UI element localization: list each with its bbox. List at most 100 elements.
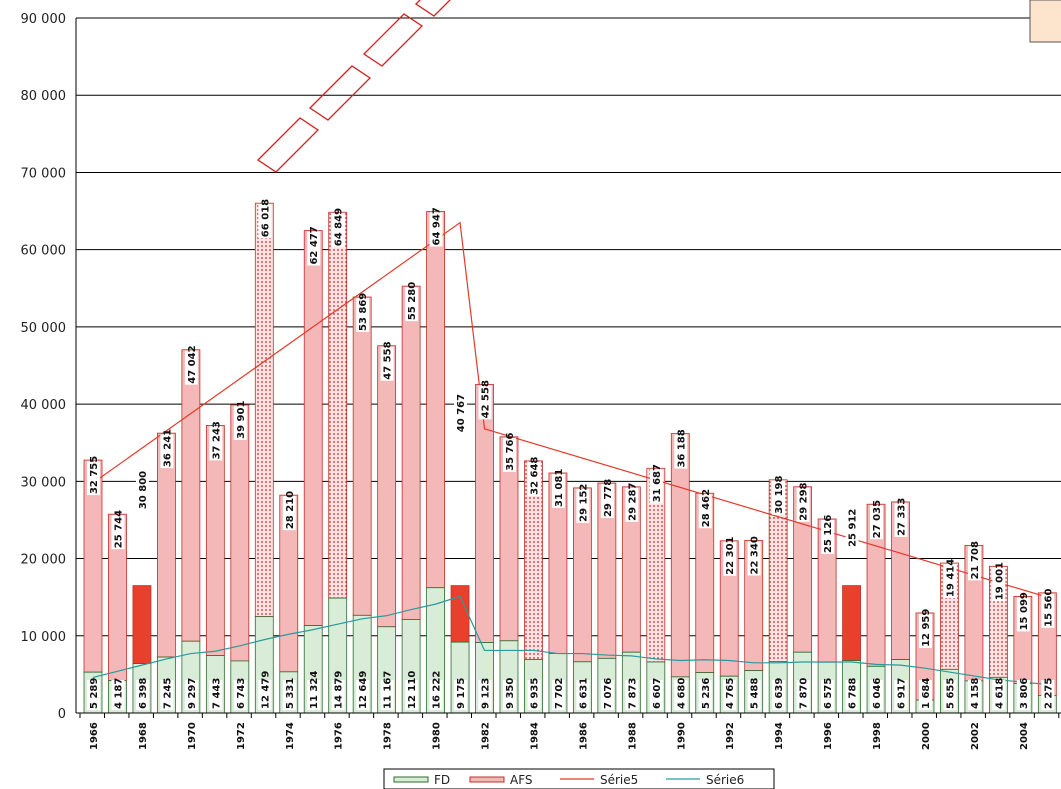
fd-value-text: 12 479 bbox=[260, 671, 271, 709]
x-tick-label: 1998 bbox=[872, 722, 883, 750]
afs-value-text: 27 333 bbox=[897, 498, 908, 536]
label-bg bbox=[992, 680, 1006, 710]
label-bg bbox=[600, 680, 614, 710]
afs-value-label: 47 558 bbox=[380, 341, 394, 381]
label-bg bbox=[233, 680, 247, 710]
afs-value-label: 36 241 bbox=[160, 429, 174, 469]
label-bg bbox=[1041, 680, 1055, 710]
fd-value-label: 5 331 bbox=[282, 678, 296, 710]
label-bg bbox=[307, 231, 321, 266]
label-bg bbox=[184, 680, 198, 710]
y-tick-label: 40 000 bbox=[21, 398, 67, 413]
label-bg bbox=[87, 461, 100, 496]
y-tick-label: 80 000 bbox=[21, 89, 67, 104]
fd-value-label: 12 479 bbox=[258, 671, 272, 710]
afs-value-text: 29 152 bbox=[578, 484, 589, 522]
afs-value-label: 22 340 bbox=[747, 536, 761, 576]
y-tick-label: 70 000 bbox=[21, 166, 67, 181]
label-bg bbox=[772, 680, 786, 710]
afs-value-label: 30 800 bbox=[135, 471, 149, 511]
x-tick-label: 1994 bbox=[774, 722, 785, 750]
serie5-line bbox=[92, 221, 1048, 598]
afs-bar bbox=[426, 211, 445, 589]
fd-value-label: 9 123 bbox=[478, 678, 492, 710]
y-tick-label: 10 000 bbox=[21, 630, 67, 645]
label-bg bbox=[723, 680, 737, 710]
fd-value-text: 5 655 bbox=[945, 678, 956, 709]
label-bg bbox=[821, 680, 835, 710]
y-tick-label: 60 000 bbox=[21, 244, 67, 259]
label-bg bbox=[674, 434, 688, 469]
fd-value-label: 6 575 bbox=[821, 678, 835, 710]
label-bg bbox=[576, 680, 590, 710]
fd-value-label: 6 743 bbox=[233, 678, 247, 710]
legend-label: Série5 bbox=[600, 773, 638, 787]
afs-bar-highlight bbox=[132, 585, 152, 664]
label-bg bbox=[356, 680, 370, 710]
afs-value-text: 19 001 bbox=[994, 562, 1005, 600]
afs-value-label: 42 558 bbox=[478, 380, 492, 420]
afs-bar-highlight bbox=[450, 585, 470, 643]
y-tick-label: 50 000 bbox=[21, 321, 67, 336]
label-bg bbox=[184, 350, 198, 385]
fd-value-text: 5 289 bbox=[89, 678, 100, 709]
fd-value-label: 5 488 bbox=[747, 678, 761, 710]
afs-value-label: 25 744 bbox=[111, 510, 125, 550]
label-bg bbox=[87, 680, 100, 710]
afs-bar bbox=[377, 345, 397, 628]
afs-value-text: 30 198 bbox=[774, 475, 785, 513]
afs-value-label: 47 042 bbox=[184, 345, 198, 385]
label-bg bbox=[1016, 680, 1030, 710]
afs-value-label: 31 081 bbox=[551, 469, 565, 508]
legend-swatch bbox=[393, 776, 429, 783]
label-bg bbox=[111, 680, 125, 710]
afs-value-text: 31 081 bbox=[554, 469, 565, 507]
label-bg bbox=[943, 564, 957, 599]
afs-value-label: 62 477 bbox=[307, 226, 321, 266]
fd-value-text: 6 917 bbox=[897, 678, 908, 709]
afs-value-label: 27 333 bbox=[894, 498, 908, 537]
fd-value-text: 16 222 bbox=[432, 671, 443, 709]
afs-value-text: 25 744 bbox=[113, 510, 124, 548]
label-bg bbox=[160, 680, 174, 710]
afs-value-label: 39 901 bbox=[233, 401, 247, 440]
fd-value-label: 11 167 bbox=[380, 671, 394, 710]
fd-value-text: 9 175 bbox=[456, 678, 467, 709]
afs-value-text: 29 287 bbox=[627, 483, 638, 521]
fd-value-label: 4 680 bbox=[674, 678, 688, 710]
fd-value-text: 7 245 bbox=[162, 678, 173, 709]
afs-value-label: 12 959 bbox=[918, 609, 932, 648]
fd-value-label: 6 631 bbox=[576, 678, 590, 710]
fd-value-text: 7 870 bbox=[799, 678, 810, 709]
afs-value-text: 29 298 bbox=[799, 482, 810, 520]
x-tick-label: 1972 bbox=[236, 722, 247, 750]
afs-bar bbox=[475, 383, 494, 643]
label-bg bbox=[209, 426, 223, 461]
corner-box bbox=[1029, 0, 1061, 43]
fd-value-label: 3 806 bbox=[1016, 678, 1030, 710]
label-bg bbox=[698, 680, 712, 710]
label-bg bbox=[894, 680, 908, 710]
afs-value-text: 36 241 bbox=[162, 429, 173, 467]
legend-label: FD bbox=[434, 773, 450, 787]
label-bg bbox=[796, 487, 810, 522]
legend-label: Série6 bbox=[706, 773, 744, 787]
label-bg bbox=[233, 405, 247, 440]
x-tick-label: 2004 bbox=[1019, 722, 1030, 750]
fd-value-text: 12 110 bbox=[407, 671, 418, 709]
afs-value-text: 62 477 bbox=[309, 226, 320, 264]
fd-value-label: 1 684 bbox=[918, 678, 932, 710]
fd-value-label: 5 236 bbox=[698, 678, 712, 710]
label-bg bbox=[527, 680, 541, 710]
label-bg bbox=[551, 680, 565, 710]
label-bg bbox=[649, 680, 663, 710]
afs-value-text: 32 648 bbox=[529, 457, 540, 495]
afs-value-text: 37 243 bbox=[211, 421, 222, 459]
label-bg bbox=[992, 567, 1006, 602]
afs-value-label: 29 298 bbox=[796, 482, 810, 522]
y-tick-label: 90 000 bbox=[21, 12, 67, 27]
afs-value-text: 28 462 bbox=[701, 489, 712, 527]
fd-value-label: 6 607 bbox=[649, 678, 663, 710]
afs-value-label: 37 243 bbox=[209, 421, 223, 461]
